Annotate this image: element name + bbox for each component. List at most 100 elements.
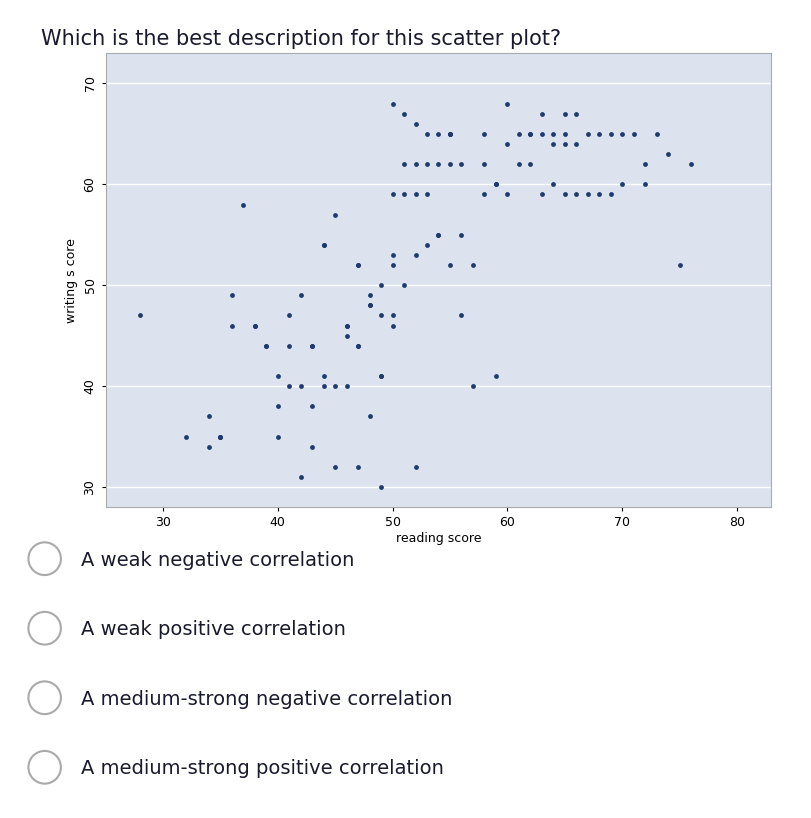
Point bbox=[534, 188, 547, 201]
Point bbox=[672, 258, 685, 272]
Point bbox=[454, 228, 467, 241]
Point bbox=[271, 430, 284, 443]
Point bbox=[248, 319, 261, 332]
Point bbox=[374, 309, 387, 322]
Point bbox=[409, 188, 422, 201]
Point bbox=[374, 279, 387, 292]
Point bbox=[454, 309, 467, 322]
Point bbox=[558, 137, 571, 151]
Point bbox=[385, 258, 398, 272]
Point bbox=[225, 319, 238, 332]
Point bbox=[363, 299, 375, 312]
Point bbox=[569, 107, 582, 120]
Point bbox=[351, 461, 364, 474]
Point bbox=[340, 380, 353, 393]
Point bbox=[603, 188, 616, 201]
Point bbox=[213, 430, 226, 443]
Point bbox=[581, 128, 594, 141]
Point bbox=[512, 128, 525, 141]
Point bbox=[305, 400, 318, 413]
Point bbox=[489, 178, 502, 191]
Point bbox=[581, 188, 594, 201]
Point bbox=[363, 410, 375, 423]
Point bbox=[431, 228, 444, 241]
Point bbox=[546, 137, 559, 151]
Point bbox=[409, 461, 422, 474]
Point bbox=[260, 339, 272, 353]
Point bbox=[546, 178, 559, 191]
Point bbox=[363, 289, 375, 302]
Text: Which is the best description for this scatter plot?: Which is the best description for this s… bbox=[41, 29, 560, 48]
Point bbox=[363, 299, 375, 312]
Point bbox=[592, 188, 605, 201]
Point bbox=[431, 128, 444, 141]
X-axis label: reading score: reading score bbox=[395, 532, 481, 545]
Point bbox=[385, 249, 398, 262]
Point bbox=[294, 380, 307, 393]
Point bbox=[443, 128, 456, 141]
Point bbox=[397, 279, 410, 292]
Point bbox=[420, 128, 433, 141]
Point bbox=[546, 128, 559, 141]
Point bbox=[454, 158, 467, 171]
Point bbox=[305, 339, 318, 353]
Point bbox=[213, 430, 226, 443]
Text: A weak negative correlation: A weak negative correlation bbox=[81, 551, 354, 570]
Point bbox=[351, 339, 364, 353]
Point bbox=[385, 319, 398, 332]
Point bbox=[340, 329, 353, 342]
Point bbox=[294, 289, 307, 302]
Point bbox=[397, 107, 410, 120]
Point bbox=[282, 309, 295, 322]
Point bbox=[282, 380, 295, 393]
Point bbox=[317, 238, 330, 251]
Point bbox=[409, 158, 422, 171]
Point bbox=[213, 430, 226, 443]
Point bbox=[466, 380, 478, 393]
Text: A medium-strong positive correlation: A medium-strong positive correlation bbox=[81, 759, 444, 779]
Point bbox=[603, 128, 616, 141]
Point bbox=[534, 107, 547, 120]
Point bbox=[443, 258, 456, 272]
Point bbox=[478, 128, 491, 141]
Point bbox=[179, 430, 192, 443]
Point bbox=[523, 128, 536, 141]
Y-axis label: writing s core: writing s core bbox=[65, 238, 78, 322]
Point bbox=[328, 208, 341, 221]
Point bbox=[397, 188, 410, 201]
Point bbox=[294, 470, 307, 483]
Point bbox=[317, 370, 330, 383]
Point bbox=[397, 158, 410, 171]
Point bbox=[500, 188, 513, 201]
Point bbox=[500, 137, 513, 151]
Point bbox=[478, 158, 491, 171]
Point bbox=[385, 309, 398, 322]
Point bbox=[626, 128, 639, 141]
Point bbox=[237, 198, 250, 211]
Point bbox=[271, 370, 284, 383]
Point bbox=[248, 319, 261, 332]
Point bbox=[420, 158, 433, 171]
Point bbox=[615, 128, 628, 141]
Point bbox=[592, 128, 605, 141]
Point bbox=[351, 258, 364, 272]
Point bbox=[282, 339, 295, 353]
Point bbox=[420, 238, 433, 251]
Point bbox=[534, 128, 547, 141]
Point bbox=[305, 440, 318, 453]
Point bbox=[684, 158, 697, 171]
Point bbox=[637, 158, 650, 171]
Point bbox=[558, 188, 571, 201]
Point bbox=[385, 188, 398, 201]
Point bbox=[202, 410, 215, 423]
Point bbox=[489, 370, 502, 383]
Text: A medium-strong negative correlation: A medium-strong negative correlation bbox=[81, 690, 452, 709]
Point bbox=[374, 370, 387, 383]
Point bbox=[650, 128, 663, 141]
Point bbox=[374, 370, 387, 383]
Point bbox=[478, 188, 491, 201]
Point bbox=[523, 128, 536, 141]
Point bbox=[569, 188, 582, 201]
Point bbox=[328, 380, 341, 393]
Point bbox=[328, 461, 341, 474]
